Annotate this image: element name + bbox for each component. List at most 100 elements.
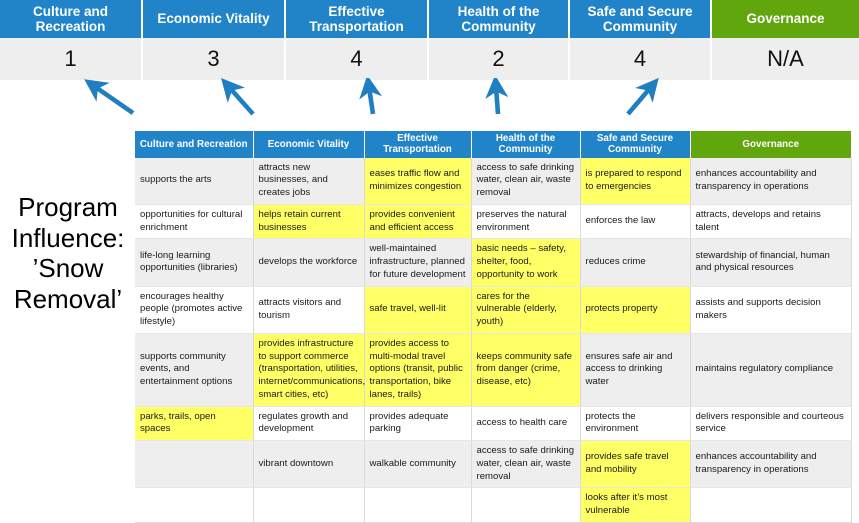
matrix-cell: provides safe travel and mobility: [580, 440, 691, 489]
influence-matrix-table: Culture and Recreation Economic Vitality…: [135, 131, 852, 523]
matrix-col-header-health-of-the-community[interactable]: Health of the Community: [471, 131, 581, 158]
caption-line-4: Removal’: [13, 284, 123, 315]
matrix-col-header-economic-vitality[interactable]: Economic Vitality: [253, 131, 365, 158]
scorecard-header-row: Culture and Recreation Economic Vitality…: [0, 0, 859, 38]
matrix-cell: delivers responsible and courteous servi…: [690, 406, 852, 442]
matrix-col-header-effective-transportation[interactable]: Effective Transportation: [364, 131, 472, 158]
matrix-cell: protects property: [580, 286, 691, 334]
matrix-cell: [471, 487, 581, 523]
matrix-cell: walkable community: [364, 440, 472, 489]
matrix-cell: enhances accountability and transparency…: [690, 440, 852, 489]
matrix-cell: [135, 487, 254, 523]
matrix-cell: [253, 487, 365, 523]
table-row: life-long learning opportunities (librar…: [135, 238, 852, 287]
arrow-to-economic-vitality: [221, 78, 255, 116]
scorecard-value: 2: [492, 46, 505, 71]
scorecard-header-health-of-the-community[interactable]: Health of the Community: [429, 0, 570, 38]
matrix-cell: opportunities for cultural enrichment: [135, 204, 254, 240]
matrix-cell: ensures safe air and access to drinking …: [580, 333, 691, 407]
scorecard-value-safe-and-secure-community: 4: [570, 38, 712, 80]
matrix-cell: supports community events, and entertain…: [135, 333, 254, 407]
scorecard-header-label: Safe and Secure Community: [587, 3, 693, 34]
table-row: supports community events, and entertain…: [135, 333, 852, 407]
scorecard-value-health-of-the-community: 2: [429, 38, 570, 80]
scorecard-value: 4: [633, 46, 647, 71]
scorecard-value: 4: [350, 46, 363, 71]
matrix-col-header-culture-and-recreation[interactable]: Culture and Recreation: [135, 131, 254, 158]
matrix-cell: parks, trails, open spaces: [135, 406, 254, 442]
arrow-to-health-of-the-community: [485, 75, 509, 115]
matrix-cell: cares for the vulnerable (elderly, youth…: [471, 286, 581, 334]
matrix-col-header-governance[interactable]: Governance: [690, 131, 851, 158]
arrow-to-effective-transportation: [359, 75, 382, 115]
matrix-cell: [690, 487, 852, 523]
arrow-group: [0, 75, 859, 136]
matrix-cell: reduces crime: [580, 238, 691, 287]
scorecard-header-effective-transportation[interactable]: Effective Transportation: [286, 0, 429, 38]
matrix-cell: life-long learning opportunities (librar…: [135, 238, 254, 287]
matrix-cell: assists and supports decision makers: [690, 286, 852, 334]
matrix-cell: develops the workforce: [253, 238, 365, 287]
program-influence-caption: Program Influence: ’Snow Removal’: [4, 192, 132, 315]
matrix-cell: eases traffic flow and minimizes congest…: [364, 157, 472, 205]
scorecard-header-culture-and-recreation[interactable]: Culture and Recreation: [0, 0, 143, 38]
scorecard-header-governance[interactable]: Governance: [712, 0, 859, 38]
scorecard-header-label: Health of the Community: [457, 3, 540, 34]
matrix-cell: encourages healthy people (promotes acti…: [135, 286, 254, 334]
matrix-cell: well-maintained infrastructure, planned …: [364, 238, 472, 287]
matrix-col-header-safe-and-secure-community[interactable]: Safe and Secure Community: [580, 131, 691, 158]
caption-line-2: Influence:: [11, 222, 125, 253]
matrix-cell: safe travel, well-lit: [364, 286, 472, 334]
matrix-cell: protects the environment: [580, 406, 691, 442]
table-row: vibrant downtown walkable community access…: [135, 440, 852, 489]
matrix-cell: [364, 487, 472, 523]
arrows-svg: [84, 75, 659, 116]
scorecard-value-economic-vitality: 3: [143, 38, 286, 80]
scorecard-value-governance: N/A: [712, 38, 859, 80]
table-row: encourages healthy people (promotes acti…: [135, 286, 852, 334]
scorecard-header-label: Economic Vitality: [157, 11, 270, 27]
scorecard-header-safe-and-secure-community[interactable]: Safe and Secure Community: [570, 0, 712, 38]
scorecard-bar: Culture and Recreation Economic Vitality…: [0, 0, 859, 80]
matrix-cell: is prepared to respond to emergencies: [580, 157, 691, 205]
scorecard-value-culture-and-recreation: 1: [0, 38, 143, 80]
matrix-cell: provides convenient and efficient access: [364, 204, 472, 240]
matrix-cell: stewardship of financial, human and phys…: [690, 238, 852, 287]
matrix-cell: [135, 440, 254, 489]
matrix-cell: access to safe drinking water, clean air…: [471, 157, 581, 205]
table-row: parks, trails, open spaces regulates grow…: [135, 406, 852, 442]
scorecard-value: N/A: [767, 46, 804, 71]
table-row: supports the arts attracts new businesses…: [135, 157, 852, 205]
scorecard-header-label: Governance: [746, 11, 825, 27]
arrow-to-safe-and-secure-community: [626, 77, 659, 116]
caption-line-3: ’Snow: [32, 253, 104, 284]
caption-line-1: Program: [18, 192, 118, 222]
scorecard-value-effective-transportation: 4: [286, 38, 429, 80]
matrix-cell: attracts new businesses, and creates job…: [253, 157, 365, 205]
table-row: looks after it’s most vulnerable: [135, 487, 852, 523]
matrix-cell: access to safe drinking water, clean air…: [471, 440, 581, 489]
scorecard-header-label: Culture and Recreation: [32, 3, 108, 34]
matrix-cell: vibrant downtown: [253, 440, 365, 489]
scorecard-header-economic-vitality[interactable]: Economic Vitality: [143, 0, 286, 38]
matrix-cell: attracts visitors and tourism: [253, 286, 365, 334]
scorecard-value: 3: [207, 46, 220, 71]
scorecard-header-label: Effective Transportation: [309, 3, 404, 34]
matrix-header: Culture and Recreation Economic Vitality…: [135, 131, 851, 158]
matrix-cell: keeps community safe from danger (crime,…: [471, 333, 581, 407]
matrix-cell: provides infrastructure to support comme…: [253, 333, 365, 407]
matrix-body: supports the arts attracts new businesses…: [135, 157, 852, 523]
arrow-to-culture-and-recreation: [84, 79, 135, 115]
matrix-cell: looks after it’s most vulnerable: [580, 487, 691, 523]
matrix-cell: supports the arts: [135, 157, 254, 205]
matrix-cell: enforces the law: [580, 204, 691, 240]
matrix-cell: preserves the natural environment: [471, 204, 581, 240]
matrix-cell: maintains regulatory compliance: [690, 333, 852, 407]
matrix-cell: provides adequate parking: [364, 406, 472, 442]
scorecard-value-row: 1 3 4 2 4 N/A: [0, 38, 859, 80]
matrix-cell: provides access to multi-modal travel op…: [364, 333, 472, 407]
matrix-cell: attracts, develops and retains talent: [690, 204, 852, 240]
table-row: opportunities for cultural enrichment hel…: [135, 204, 852, 240]
matrix-cell: regulates growth and development: [253, 406, 365, 442]
matrix-cell: enhances accountability and transparency…: [690, 157, 852, 205]
